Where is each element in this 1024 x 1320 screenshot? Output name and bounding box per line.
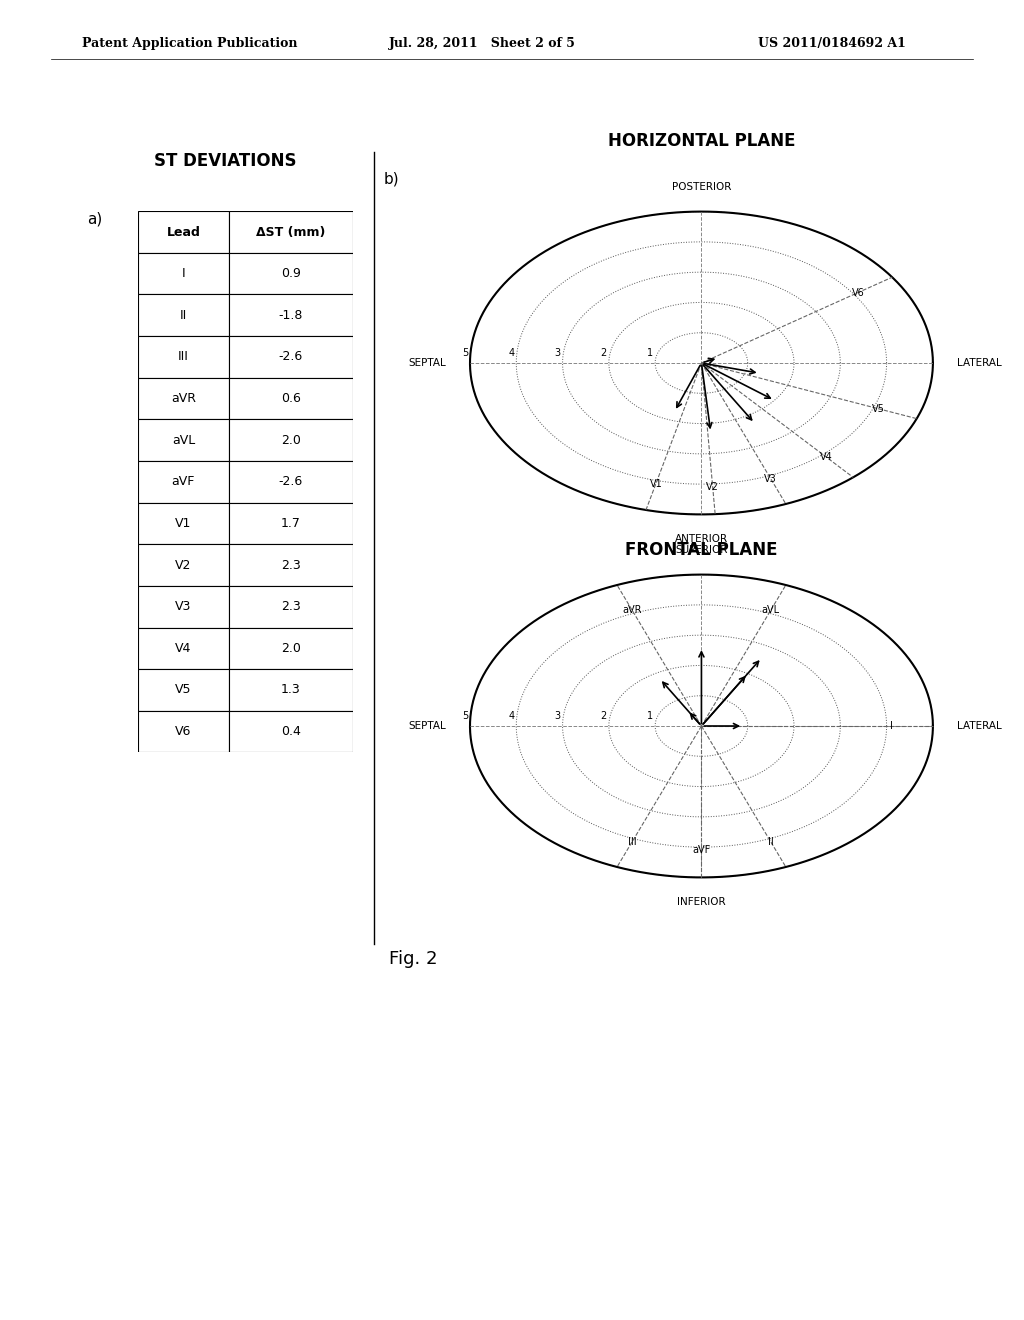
Text: b): b) [384,172,399,186]
Text: 3: 3 [554,348,560,358]
Bar [138,461,228,503]
Bar [228,710,353,752]
Text: POSTERIOR: POSTERIOR [672,182,731,193]
Text: INFERIOR: INFERIOR [677,896,726,907]
Text: -2.6: -2.6 [279,475,303,488]
Text: II: II [768,837,773,846]
Text: III: III [178,350,188,363]
Text: V6: V6 [175,725,191,738]
Text: LATERAL: LATERAL [957,358,1001,368]
Bar [138,544,228,586]
Bar [138,669,228,710]
Text: V3: V3 [175,601,191,614]
Text: V5: V5 [871,404,885,413]
Bar [138,586,228,627]
Text: 1: 1 [647,348,653,358]
Text: aVL: aVL [762,606,779,615]
Text: -2.6: -2.6 [279,350,303,363]
Text: 2: 2 [601,348,607,358]
Text: V4: V4 [175,642,191,655]
Text: V3: V3 [764,474,777,483]
Text: 5: 5 [462,348,468,358]
Text: Jul. 28, 2011   Sheet 2 of 5: Jul. 28, 2011 Sheet 2 of 5 [389,37,575,50]
Bar [138,710,228,752]
Text: ST DEVIATIONS: ST DEVIATIONS [154,152,297,170]
Text: 4: 4 [508,348,514,358]
Text: aVR: aVR [623,606,642,615]
Text: aVF: aVF [692,845,711,855]
Bar [228,544,353,586]
Text: II: II [180,309,187,322]
Text: 0.4: 0.4 [281,725,301,738]
Bar [138,294,228,337]
Text: Patent Application Publication: Patent Application Publication [82,37,297,50]
Text: 3: 3 [554,711,560,721]
Text: I: I [890,721,893,731]
Text: I: I [181,267,185,280]
Text: a): a) [87,211,102,226]
Text: V6: V6 [852,288,864,298]
Text: V1: V1 [649,479,663,488]
Text: 2.3: 2.3 [281,558,301,572]
Bar [138,211,228,253]
Text: ANTERIOR: ANTERIOR [675,533,728,544]
Text: SEPTAL: SEPTAL [409,358,445,368]
Text: 1: 1 [647,711,653,721]
Text: V5: V5 [175,684,191,697]
Text: 1.7: 1.7 [281,517,301,529]
Text: Lead: Lead [167,226,201,239]
Bar [138,337,228,378]
Text: SUPERIOR: SUPERIOR [675,545,728,556]
Bar [228,294,353,337]
Bar [138,420,228,461]
Text: -1.8: -1.8 [279,309,303,322]
Bar [138,378,228,420]
Text: V2: V2 [707,482,719,492]
Text: 2.3: 2.3 [281,601,301,614]
Text: Fig. 2: Fig. 2 [389,950,437,969]
Text: 5: 5 [462,711,468,721]
Text: V2: V2 [175,558,191,572]
Text: aVL: aVL [172,434,195,446]
Text: 0.6: 0.6 [281,392,301,405]
Bar [228,420,353,461]
Bar [138,253,228,294]
Text: III: III [628,837,637,846]
Text: aVF: aVF [172,475,196,488]
Bar [228,461,353,503]
Text: 2: 2 [601,711,607,721]
Text: aVR: aVR [171,392,196,405]
Text: ΔST (mm): ΔST (mm) [256,226,326,239]
Text: HORIZONTAL PLANE: HORIZONTAL PLANE [607,132,796,150]
Text: V1: V1 [175,517,191,529]
Text: SEPTAL: SEPTAL [409,721,445,731]
Bar [138,503,228,544]
Text: 2.0: 2.0 [281,434,301,446]
Text: 1.3: 1.3 [281,684,301,697]
Bar [228,586,353,627]
Text: LATERAL: LATERAL [957,721,1001,731]
Text: US 2011/0184692 A1: US 2011/0184692 A1 [758,37,905,50]
Text: V4: V4 [819,451,833,462]
Bar [228,627,353,669]
Text: 2.0: 2.0 [281,642,301,655]
Bar [228,211,353,253]
Text: 0.9: 0.9 [281,267,301,280]
Bar [138,627,228,669]
Text: FRONTAL PLANE: FRONTAL PLANE [626,541,777,560]
Text: 4: 4 [508,711,514,721]
Bar [228,378,353,420]
Bar [228,337,353,378]
Bar [228,669,353,710]
Bar [228,503,353,544]
Bar [228,253,353,294]
